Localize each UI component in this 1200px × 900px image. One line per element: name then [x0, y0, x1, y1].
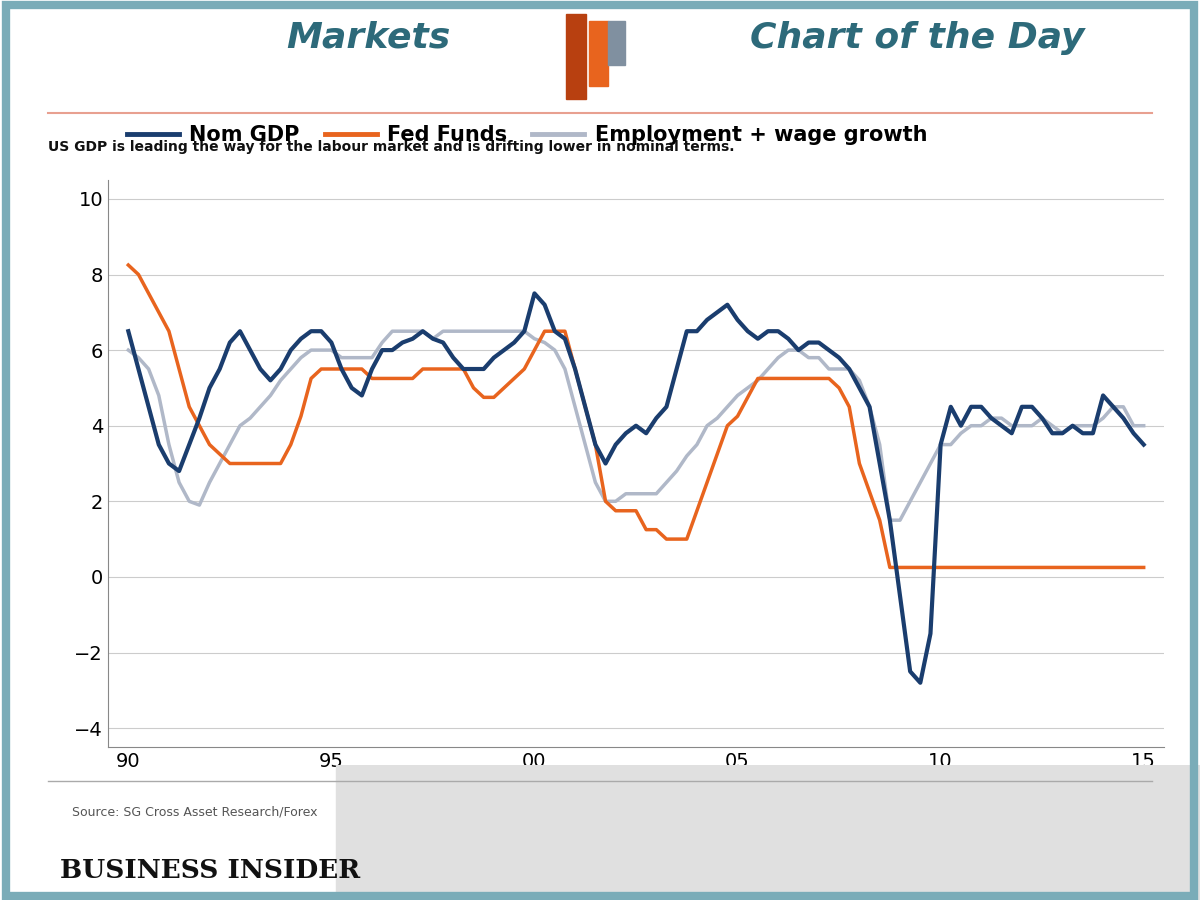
- Text: Source: SG Cross Asset Research/Forex: Source: SG Cross Asset Research/Forex: [72, 806, 318, 819]
- Bar: [336, 765, 1200, 900]
- Text: Chart of the Day: Chart of the Day: [750, 21, 1085, 55]
- Text: Markets: Markets: [286, 21, 450, 55]
- Bar: [566, 14, 586, 99]
- Bar: [608, 21, 625, 65]
- Text: US GDP is leading the way for the labour market and is drifting lower in nominal: US GDP is leading the way for the labour…: [48, 140, 734, 154]
- Bar: [589, 21, 608, 86]
- Legend: Nom GDP, Fed Funds, Employment + wage growth: Nom GDP, Fed Funds, Employment + wage gr…: [119, 117, 936, 153]
- Text: BUSINESS INSIDER: BUSINESS INSIDER: [60, 858, 360, 883]
